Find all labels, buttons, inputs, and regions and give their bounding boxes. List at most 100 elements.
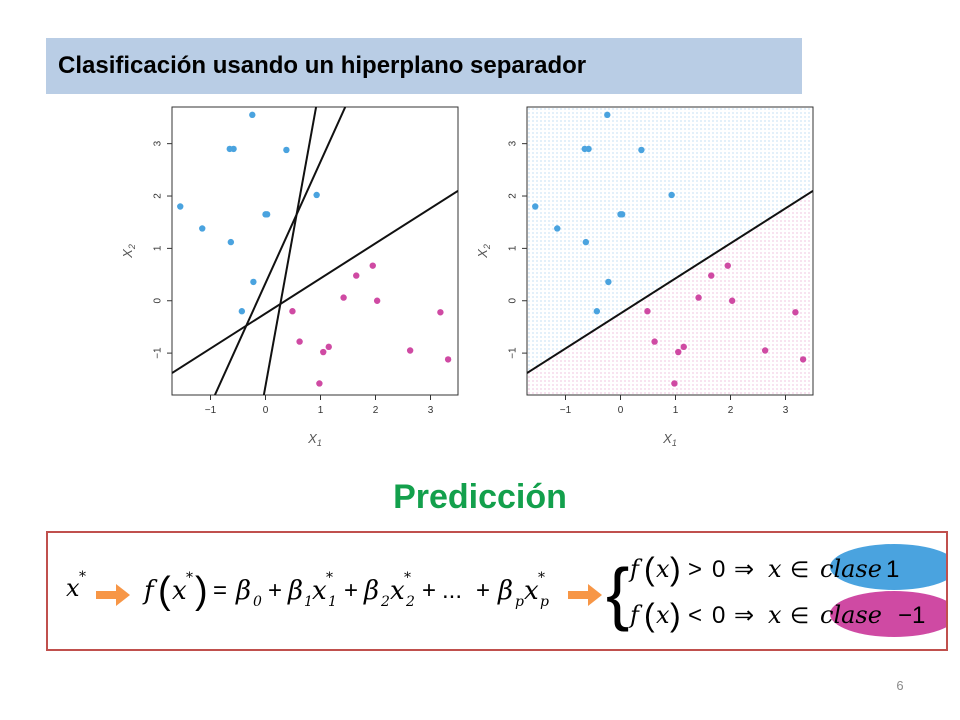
chart2-grid-dot xyxy=(636,224,638,226)
chart2-grid-dot xyxy=(652,168,654,170)
chart2-grid-dot xyxy=(548,304,550,306)
chart2-grid-dot xyxy=(728,176,730,178)
chart2-grid-dot xyxy=(552,344,554,346)
chart2-grid-dot xyxy=(640,236,642,238)
chart2-grid-dot xyxy=(800,236,802,238)
chart2-grid-dot xyxy=(648,260,650,262)
chart2-grid-dot xyxy=(776,328,778,330)
chart2-grid-dot xyxy=(604,168,606,170)
chart2-grid-dot xyxy=(772,136,774,138)
chart2-grid-dot xyxy=(640,348,642,350)
chart2-grid-dot xyxy=(548,288,550,290)
chart2-grid-dot xyxy=(632,388,634,390)
chart2-grid-dot xyxy=(564,200,566,202)
chart2-grid-dot xyxy=(760,112,762,114)
chart2-grid-dot xyxy=(628,244,630,246)
chart2-grid-dot xyxy=(796,240,798,242)
chart2-grid-dot xyxy=(752,164,754,166)
chart2-grid-dot xyxy=(668,140,670,142)
chart2-grid-dot xyxy=(724,296,726,298)
chart2-grid-dot xyxy=(608,224,610,226)
chart2-grid-dot xyxy=(768,216,770,218)
chart2-grid-dot xyxy=(628,296,630,298)
chart2-grid-dot xyxy=(756,164,758,166)
chart2-grid-dot xyxy=(712,228,714,230)
chart2-grid-dot xyxy=(664,380,666,382)
chart2-grid-dot xyxy=(752,152,754,154)
chart2-grid-dot xyxy=(596,260,598,262)
chart2-grid-dot xyxy=(780,248,782,250)
chart2-grid-dot xyxy=(732,288,734,290)
chart2-grid-dot xyxy=(712,284,714,286)
chart2-grid-dot xyxy=(712,384,714,386)
chart2-grid-dot xyxy=(660,248,662,250)
chart2-grid-dot xyxy=(744,208,746,210)
chart2-grid-dot xyxy=(728,200,730,202)
chart2-grid-dot xyxy=(756,132,758,134)
chart2-grid-dot xyxy=(584,164,586,166)
chart2-grid-dot xyxy=(716,280,718,282)
chart2-grid-dot xyxy=(672,332,674,334)
chart2-grid-dot xyxy=(736,384,738,386)
chart2-grid-dot xyxy=(588,256,590,258)
chart2-grid-dot xyxy=(572,300,574,302)
chart2-grid-dot xyxy=(644,108,646,110)
chart2-grid-dot xyxy=(784,184,786,186)
chart2-grid-dot xyxy=(616,200,618,202)
chart2-grid-dot xyxy=(552,272,554,274)
chart2-grid-dot xyxy=(764,120,766,122)
chart2-grid-dot xyxy=(676,372,678,374)
chart2-grid-dot xyxy=(720,216,722,218)
chart2-grid-dot xyxy=(672,260,674,262)
chart2-grid-dot xyxy=(752,308,754,310)
chart2-grid-dot xyxy=(700,248,702,250)
chart2-grid-dot xyxy=(664,116,666,118)
chart2-grid-dot xyxy=(736,268,738,270)
chart2-grid-dot xyxy=(556,136,558,138)
chart2-grid-dot xyxy=(768,296,770,298)
chart2-grid-dot xyxy=(600,376,602,378)
chart2-grid-dot xyxy=(588,188,590,190)
chart2-grid-dot xyxy=(776,388,778,390)
chart2-grid-dot xyxy=(692,348,694,350)
chart2-grid-dot xyxy=(788,220,790,222)
chart2-grid-dot xyxy=(636,288,638,290)
chart2-grid-dot xyxy=(624,196,626,198)
chart2-grid-dot xyxy=(584,312,586,314)
chart2-grid-dot xyxy=(764,156,766,158)
chart2-grid-dot xyxy=(780,204,782,206)
chart2-grid-dot xyxy=(732,144,734,146)
chart2-grid-dot xyxy=(648,168,650,170)
chart2-grid-dot xyxy=(780,364,782,366)
chart2-grid-dot xyxy=(592,360,594,362)
chart2-grid-dot xyxy=(688,128,690,130)
chart2-grid-dot xyxy=(564,268,566,270)
chart2-grid-dot xyxy=(776,216,778,218)
chart2-grid-dot xyxy=(616,328,618,330)
chart2-grid-dot xyxy=(720,232,722,234)
chart2-grid-dot xyxy=(792,272,794,274)
chart2-grid-dot xyxy=(656,304,658,306)
chart2-grid-dot xyxy=(712,336,714,338)
chart2-grid-dot xyxy=(580,356,582,358)
chart2-grid-dot xyxy=(556,372,558,374)
chart2-grid-dot xyxy=(636,208,638,210)
chart2-grid-dot xyxy=(596,208,598,210)
chart2-grid-dot xyxy=(656,320,658,322)
chart2-grid-dot xyxy=(576,252,578,254)
chart2-grid-dot xyxy=(628,252,630,254)
chart2-grid-dot xyxy=(588,120,590,122)
chart2-grid-dot xyxy=(684,128,686,130)
chart2-grid-dot xyxy=(796,216,798,218)
chart2-grid-dot xyxy=(620,116,622,118)
chart2-grid-dot xyxy=(544,180,546,182)
chart2-grid-dot xyxy=(744,360,746,362)
chart2-grid-dot xyxy=(696,236,698,238)
chart2-grid-dot xyxy=(716,380,718,382)
chart2-grid-dot xyxy=(780,168,782,170)
chart2-grid-dot xyxy=(556,272,558,274)
chart2-grid-dot xyxy=(668,244,670,246)
chart2-grid-dot xyxy=(692,256,694,258)
chart2-grid-dot xyxy=(644,140,646,142)
chart2-grid-dot xyxy=(572,256,574,258)
